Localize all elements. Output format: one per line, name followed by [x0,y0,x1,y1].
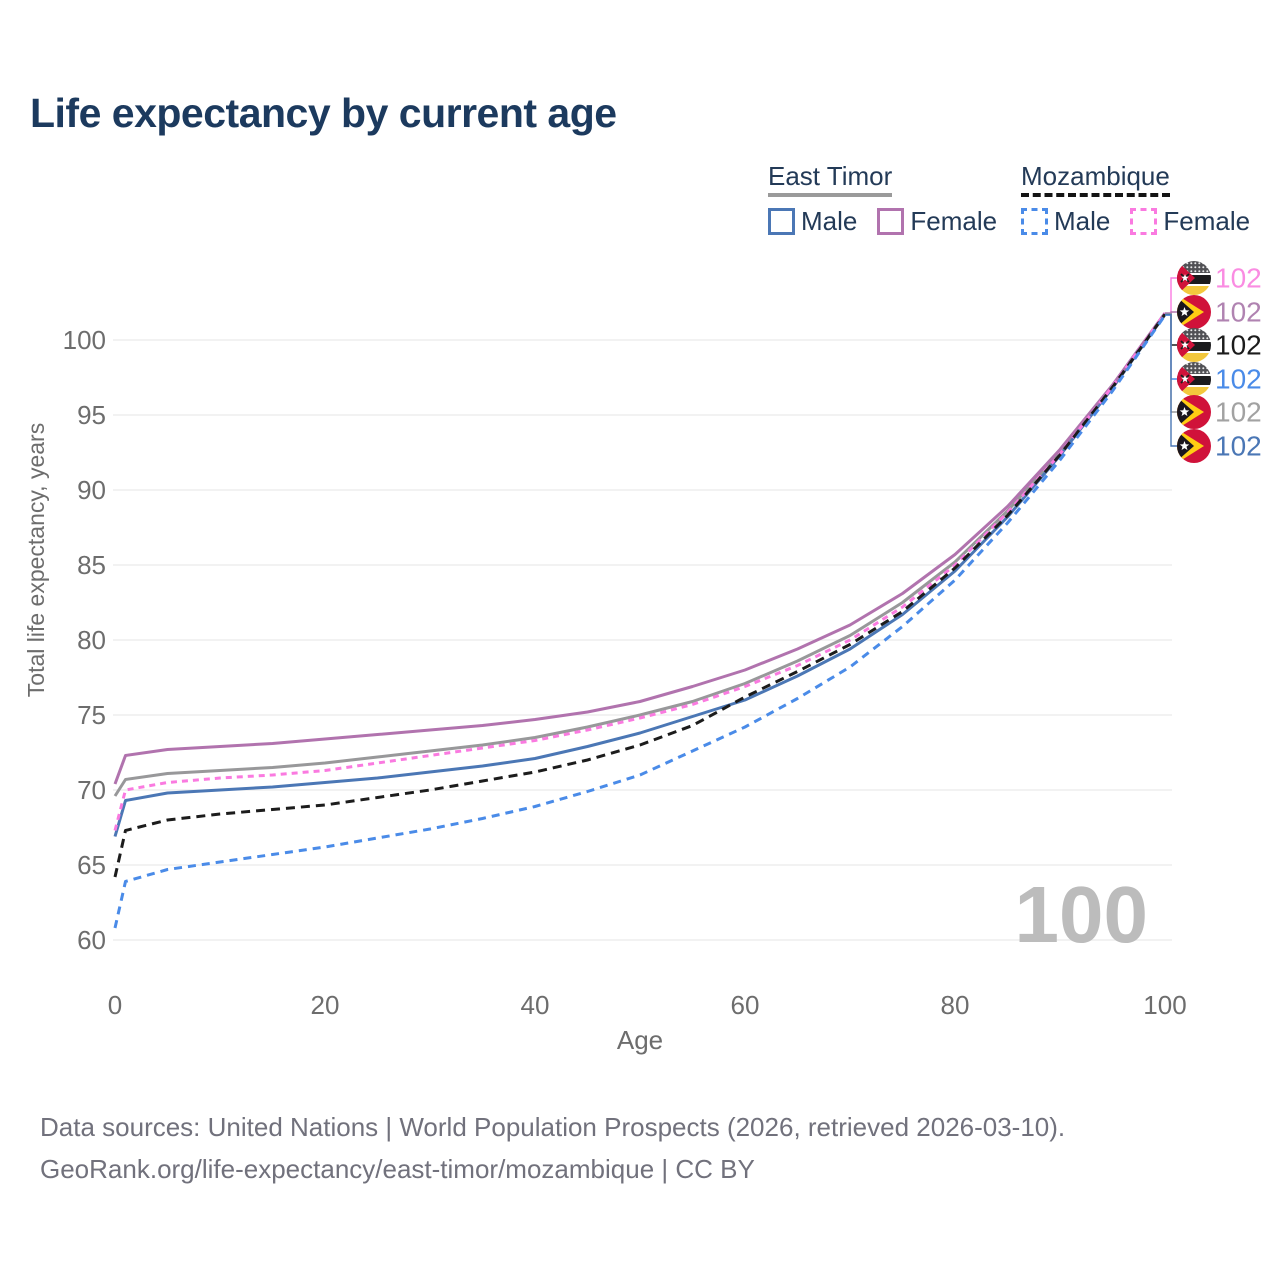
legend-label-mozambique-male[interactable]: Male [1054,206,1111,236]
legend-group-mozambique: Mozambique Male Female [1021,162,1270,237]
flag-red-triangle [1177,362,1195,396]
series-line-et_total [113,312,1167,797]
y-tick-label-100: 100 [63,325,106,355]
x-tick-label-0: 0 [108,990,122,1020]
y-tick-label-90: 90 [77,475,106,505]
x-tick-label-60: 60 [731,990,760,1020]
flag-star [1181,341,1189,349]
flag-black-triangle [1177,397,1194,427]
flag-star [1179,407,1190,417]
y-tick-label-70: 70 [77,775,106,805]
x-tick-label-80: 80 [941,990,970,1020]
end-label-value-mz_female: 102 [1215,263,1262,294]
flag-white-stripe [1177,284,1211,286]
end-label-leader-mz_male [1165,314,1177,380]
y-tick-label-80: 80 [77,625,106,655]
flag-red-triangle [1177,328,1195,362]
y-tick-label-95: 95 [77,400,106,430]
flag-star [1181,274,1189,282]
flag-white-stripe [1177,374,1211,376]
flag-field [1177,295,1211,329]
age-watermark: 100 [1015,870,1148,959]
east-timor-flag-icon [1177,429,1211,463]
x-tick-label-20: 20 [311,990,340,1020]
y-tick-label-65: 65 [77,850,106,880]
mozambique-flag-icon [1177,328,1211,362]
y-tick-label-75: 75 [77,700,106,730]
legend-label-east-timor-female[interactable]: Female [910,206,998,236]
flag-white-stripe [1177,340,1211,342]
flag-emblem-line [1180,273,1190,283]
end-label-leader-mz_total [1165,313,1177,346]
legend: East Timor Male Female Mozambique Male F… [0,162,1280,242]
flag-emblem-line [1180,374,1190,384]
x-tick-label-40: 40 [521,990,550,1020]
page-title: Life expectancy by current age [30,90,617,136]
flag-field [1177,429,1211,463]
mozambique-flag-icon [1177,261,1211,295]
end-label-leader-et_female [1165,311,1177,314]
legend-group-title-east-timor: East Timor [768,162,893,197]
east-timor-flag-icon [1177,395,1211,429]
x-tick-label-100: 100 [1143,990,1186,1020]
attribution-url-text: GeoRank.org/life-expectancy/east-timor/m… [40,1154,755,1184]
flag-white-stripe [1177,351,1211,353]
legend-group-title-mozambique: Mozambique [1021,162,1170,197]
legend-swatch-east-timor-female[interactable] [877,208,905,235]
y-tick-label-60: 60 [77,925,106,955]
flag-top-stripe [1177,362,1211,374]
y-tick-label-85: 85 [77,550,106,580]
mozambique-flag-icon [1177,362,1211,396]
flag-star [1179,307,1190,317]
flag-black-triangle [1177,431,1194,461]
data-sources-text: Data sources: United Nations | World Pop… [40,1112,1066,1142]
flag-emblem-line [1180,374,1190,384]
end-label-value-et_female: 102 [1215,297,1262,328]
flag-yellow-triangle [1177,429,1204,463]
y-axis-title: Total life expectancy, years [23,423,49,697]
legend-swatch-mozambique-male[interactable] [1021,208,1048,235]
east-timor-flag-icon [1177,295,1211,329]
legend-group-east-timor: East Timor Male Female [768,162,1017,237]
end-label-leader-mz_female [1165,277,1177,314]
flag-top-stripe [1177,261,1211,273]
flag-yellow-triangle [1177,395,1204,429]
flag-emblem-line [1180,273,1190,283]
end-label-leader-et_total [1165,313,1177,413]
flag-field [1177,395,1211,429]
end-label-value-et_male: 102 [1215,431,1262,462]
flag-yellow-stripe [1177,353,1211,362]
flag-star [1179,441,1190,451]
footer: Data sources: United Nations | World Pop… [40,1106,1240,1190]
flag-emblem-line [1180,340,1190,350]
flag-top-stripe [1177,328,1211,340]
series-line-mz_total [113,313,1167,878]
flag-red-triangle [1177,261,1195,295]
flag-black-stripe [1177,275,1211,284]
series-line-et_female [113,312,1167,785]
end-label-value-mz_male: 102 [1215,364,1262,395]
flag-white-stripe [1177,273,1211,275]
end-label-value-mz_total: 102 [1215,330,1262,361]
legend-label-mozambique-female[interactable]: Female [1163,206,1251,236]
series-line-mz_female [113,312,1167,831]
flag-yellow-triangle [1177,295,1204,329]
legend-swatch-east-timor-male[interactable] [768,208,795,235]
end-label-leader-et_male [1165,313,1177,447]
series-line-mz_male [113,314,1167,929]
end-label-value-et_total: 102 [1215,397,1262,428]
flag-star [1181,375,1189,383]
legend-swatch-mozambique-female[interactable] [1130,208,1158,235]
legend-label-east-timor-male[interactable]: Male [801,206,858,236]
x-axis-title: Age [617,1025,663,1055]
flag-yellow-stripe [1177,387,1211,396]
flag-emblem-line [1180,340,1190,350]
flag-yellow-stripe [1177,286,1211,295]
series-line-et_male [113,313,1167,837]
flag-black-stripe [1177,342,1211,351]
flag-black-stripe [1177,376,1211,385]
flag-black-triangle [1177,297,1194,327]
flag-white-stripe [1177,385,1211,387]
